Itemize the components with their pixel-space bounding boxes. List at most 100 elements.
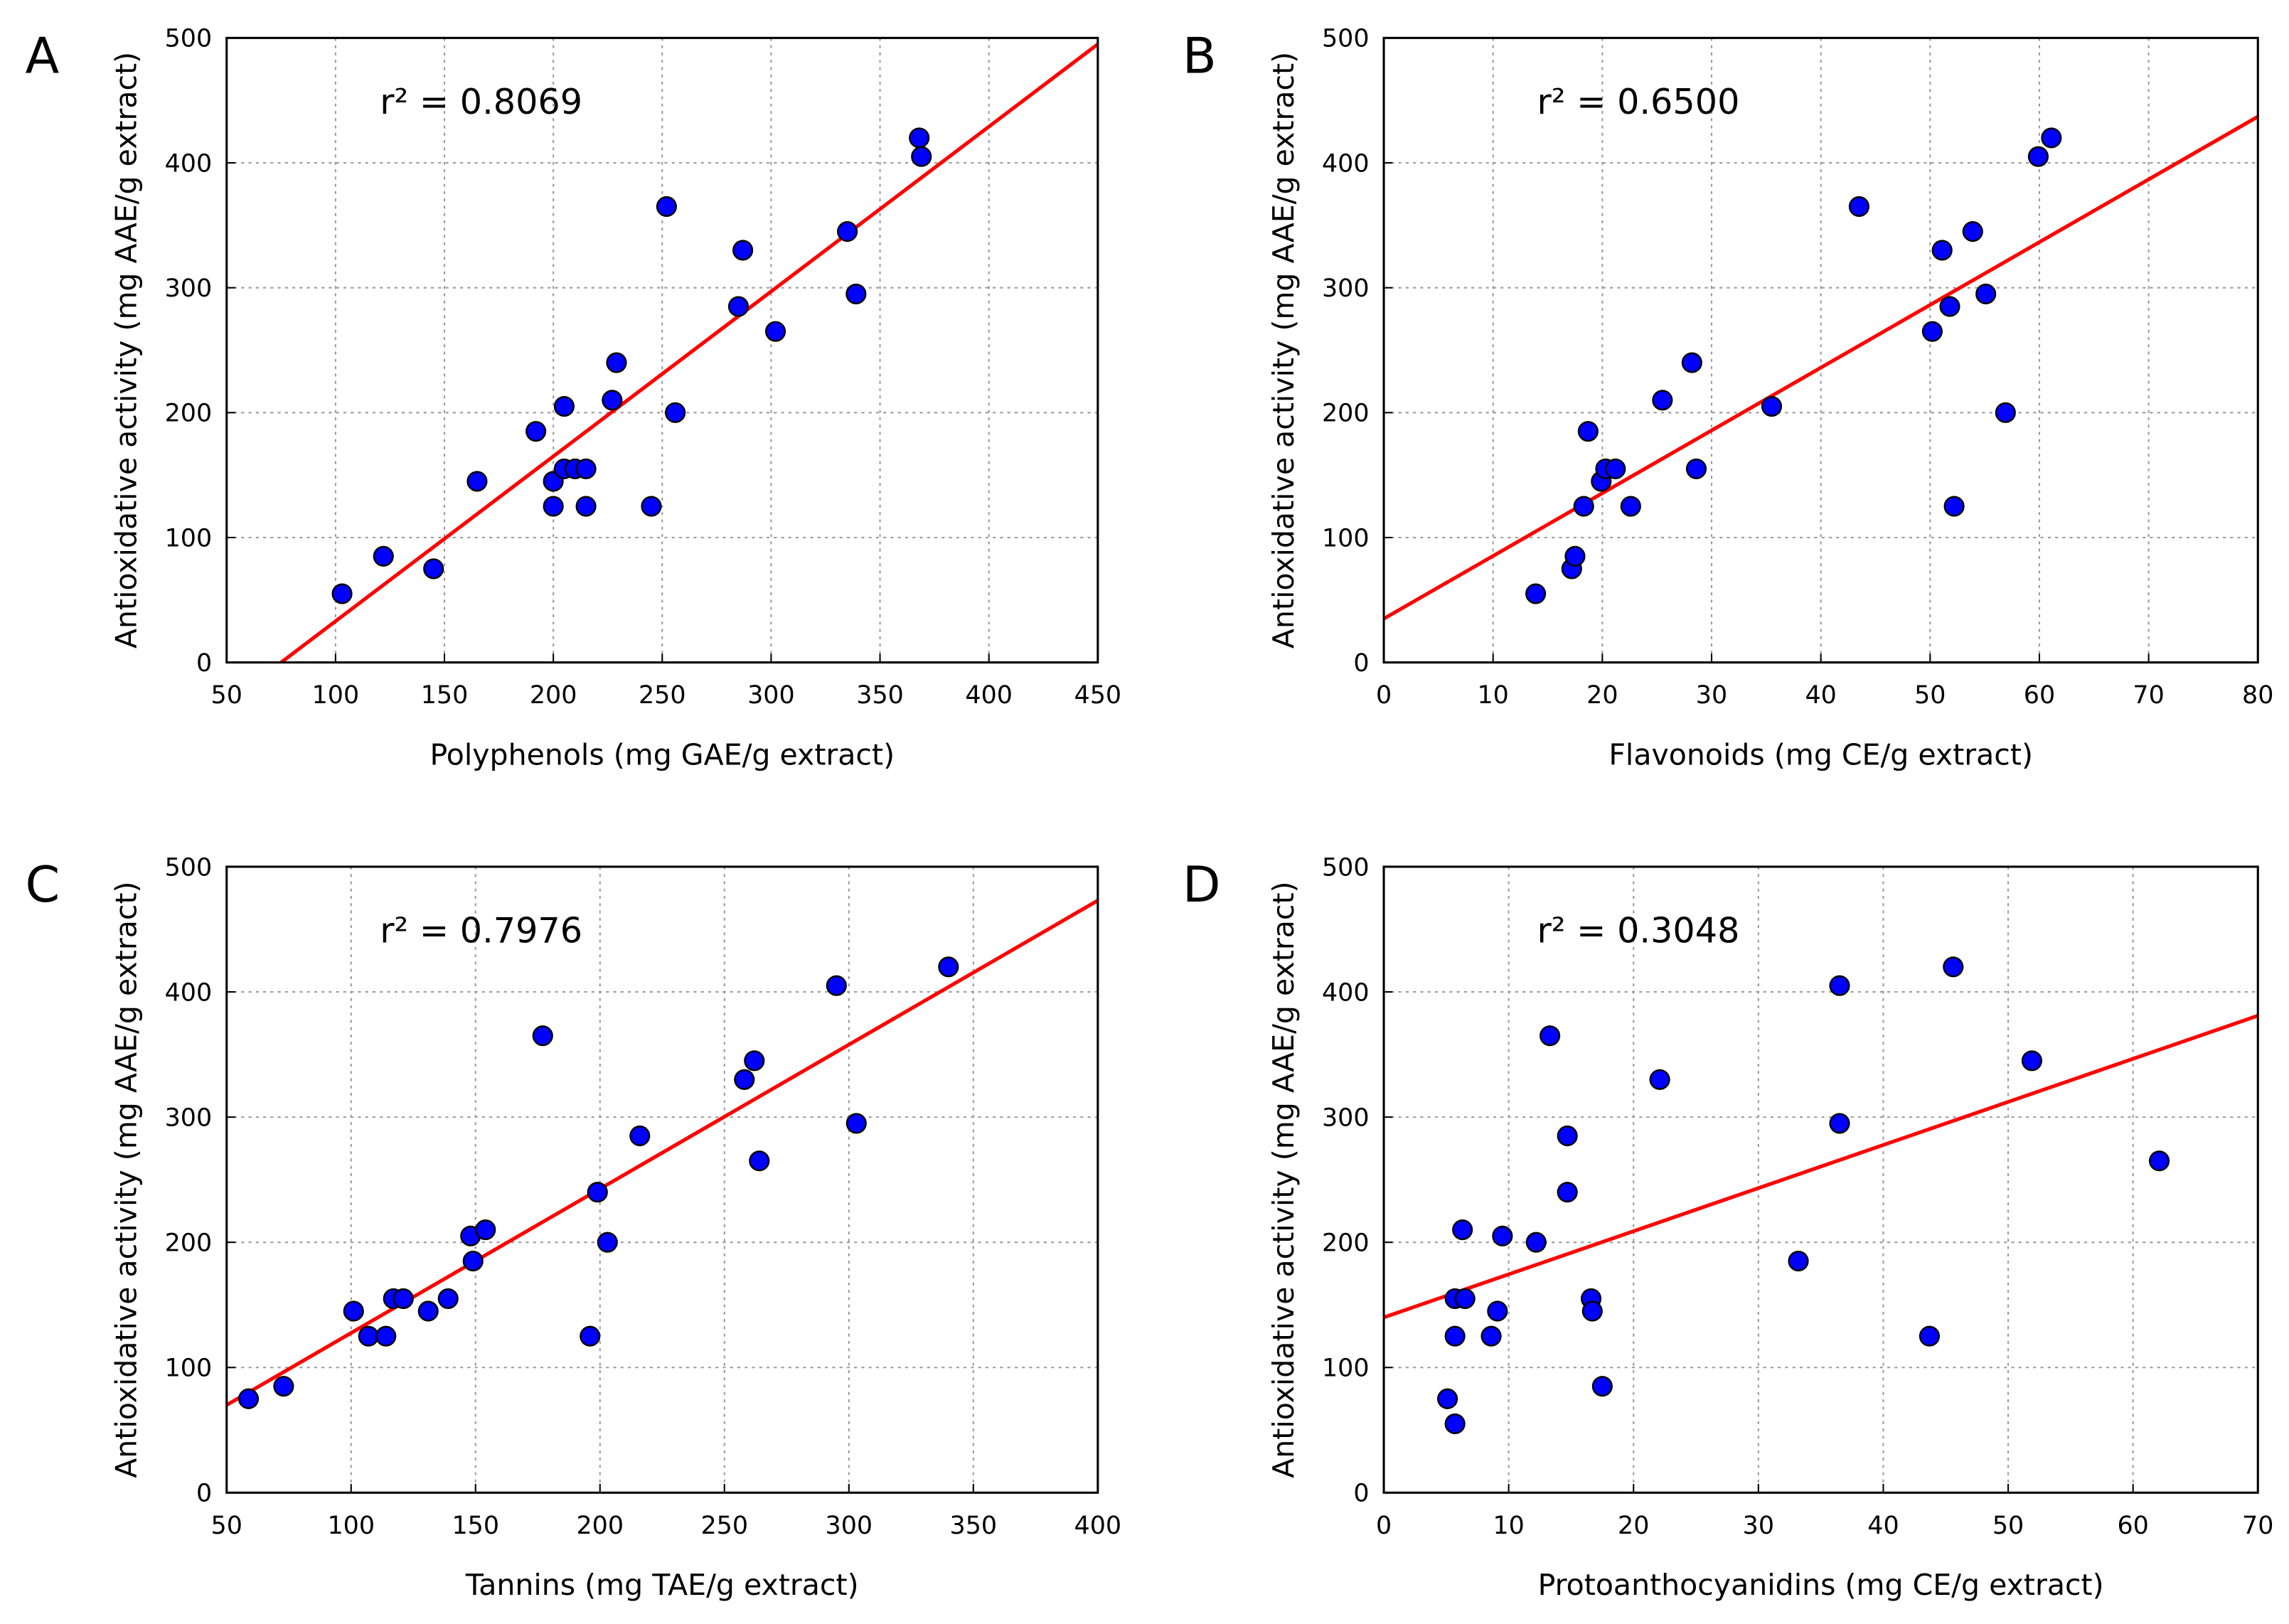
y-tick-label: 400 (165, 978, 213, 1007)
data-point (1681, 352, 1702, 373)
x-tick-label: 30 (1743, 1512, 1774, 1540)
data-point (1605, 458, 1626, 479)
x-tick-label: 70 (2133, 681, 2164, 710)
x-tick-label: 250 (700, 1512, 748, 1540)
data-point (1685, 458, 1707, 479)
y-tick-label: 400 (1322, 978, 1370, 1007)
data-point (1931, 240, 1953, 261)
data-point (1995, 402, 2016, 423)
x-tick-label: 450 (1074, 681, 1122, 710)
data-point (587, 1182, 608, 1203)
data-point (375, 1325, 397, 1347)
y-tick-label: 100 (1322, 524, 1370, 552)
data-point (553, 395, 575, 417)
data-point (1557, 1125, 1578, 1147)
data-point (525, 421, 547, 442)
x-axis-label: Protoanthocyanidins (mg CE/g extract) (1538, 1568, 2104, 1602)
panel-letter: D (1183, 856, 1221, 914)
plot-frame (225, 865, 1099, 1494)
x-tick-label: 400 (965, 681, 1013, 710)
data-point (1921, 321, 1943, 342)
data-point (1829, 1113, 1850, 1134)
y-tick-label: 400 (1322, 149, 1370, 178)
data-point (393, 1288, 414, 1309)
x-axis-label: Polyphenols (mg GAE/g extract) (429, 737, 895, 771)
data-point (462, 1251, 484, 1272)
data-point (1761, 395, 1783, 417)
y-tick-label: 300 (1322, 1104, 1370, 1132)
y-tick-label: 300 (1322, 274, 1370, 303)
data-point (1652, 390, 1673, 411)
r-squared-label: r² = 0.6500 (1537, 81, 1740, 122)
data-point (1620, 496, 1641, 517)
data-point (749, 1150, 770, 1172)
y-tick-label: 300 (165, 1104, 213, 1132)
panel-B: 0 10 20 30 40 50 60 70 80 0 100 200 300 400 500 r² = 0.… (1183, 25, 2274, 772)
y-tick-label: 100 (165, 1355, 213, 1383)
x-tick-label: 50 (211, 1512, 242, 1540)
regression-line (226, 899, 1098, 1407)
data-point (1444, 1413, 1466, 1435)
data-point (437, 1288, 459, 1309)
data-point (1525, 1232, 1547, 1253)
data-point (1452, 1219, 1473, 1241)
data-point (629, 1125, 651, 1147)
data-point (1788, 1251, 1809, 1272)
data-point (1939, 296, 1960, 317)
y-tick-label: 100 (165, 524, 213, 552)
y-tick-label: 0 (196, 1480, 212, 1508)
data-point (2041, 127, 2062, 149)
y-tick-label: 500 (165, 853, 213, 882)
y-tick-label: 500 (165, 25, 213, 53)
data-point (423, 558, 444, 579)
x-tick-label: 300 (747, 681, 795, 710)
data-point (606, 352, 627, 373)
x-tick-label: 0 (1376, 681, 1392, 710)
y-tick-label: 200 (1322, 400, 1370, 428)
data-point (727, 296, 749, 317)
x-tick-label: 20 (1586, 681, 1618, 710)
data-point (1581, 1300, 1603, 1322)
x-tick-label: 40 (1805, 681, 1836, 710)
data-point (1829, 975, 1850, 996)
data-point (466, 471, 488, 492)
data-point (641, 496, 662, 517)
data-point (665, 402, 686, 423)
data-point (1564, 545, 1586, 567)
data-point (1454, 1288, 1476, 1309)
data-point (656, 196, 677, 218)
data-point (734, 1069, 755, 1090)
x-tick-label: 400 (1074, 1512, 1122, 1540)
x-tick-label: 100 (312, 681, 360, 710)
data-point (1649, 1069, 1670, 1090)
data-point (1492, 1225, 1513, 1246)
data-point (845, 1113, 867, 1134)
y-tick-label: 200 (165, 400, 213, 428)
data-point (764, 321, 786, 342)
data-point (358, 1325, 379, 1347)
data-point (575, 496, 597, 517)
x-tick-label: 80 (2242, 681, 2273, 710)
panel-letter: B (1183, 28, 1217, 85)
x-tick-label: 20 (1618, 1512, 1649, 1540)
data-point (1437, 1388, 1458, 1409)
data-point (1591, 1376, 1613, 1397)
data-point (1444, 1325, 1466, 1347)
panel-letter: A (26, 28, 60, 85)
regression-line (279, 43, 1098, 663)
y-tick-label: 400 (165, 149, 213, 178)
data-point (1480, 1325, 1502, 1347)
x-tick-label: 50 (1914, 681, 1946, 710)
data-point (373, 545, 394, 567)
x-tick-label: 60 (2024, 681, 2055, 710)
panel-letter: C (26, 856, 60, 914)
data-point (580, 1325, 601, 1347)
data-point (1848, 196, 1870, 218)
data-point (1487, 1300, 1508, 1322)
data-point (1573, 496, 1594, 517)
y-tick-label: 200 (1322, 1229, 1370, 1257)
data-point (1525, 583, 1547, 604)
y-tick-label: 200 (165, 1229, 213, 1257)
y-tick-label: 0 (1353, 649, 1369, 678)
data-point (475, 1219, 496, 1241)
